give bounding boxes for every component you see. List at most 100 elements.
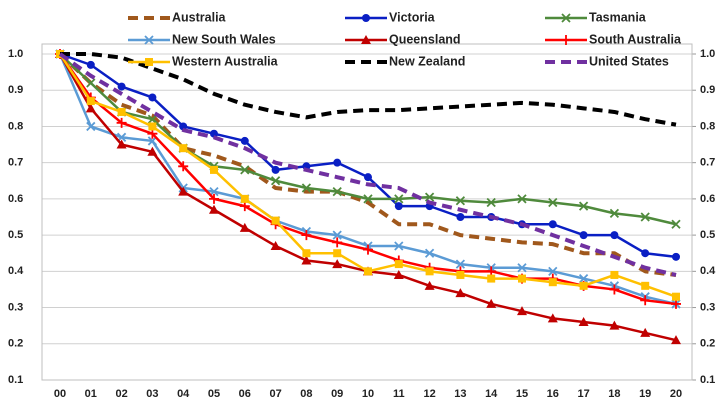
data-point: [640, 212, 650, 222]
legend-label: Tasmania: [589, 10, 647, 24]
x-tick-label: 09: [331, 388, 343, 400]
y-tick-label: 0.6: [8, 193, 23, 205]
data-point: [116, 139, 127, 149]
legend-label: New South Wales: [172, 32, 276, 46]
data-point: [394, 202, 403, 211]
data-point: [610, 231, 619, 240]
y2-tick-label: 0.1: [700, 374, 715, 386]
data-point: [672, 292, 680, 301]
data-point: [455, 259, 466, 269]
data-point: [86, 121, 96, 132]
data-point: [671, 219, 681, 229]
y2-tick-label: 0.4: [700, 265, 716, 277]
x-tick-label: 08: [300, 388, 312, 400]
y2-tick-label: 1.0: [700, 48, 715, 60]
data-point: [240, 136, 249, 145]
data-point: [517, 194, 527, 204]
x-tick-label: 00: [54, 388, 66, 400]
data-point: [394, 194, 404, 204]
legend-label: Western Australia: [172, 54, 279, 68]
data-point: [640, 295, 651, 306]
data-point: [548, 197, 558, 208]
data-point: [424, 248, 435, 258]
y2-tick-label: 0.5: [700, 229, 715, 241]
data-point: [178, 161, 189, 172]
x-tick-label: 20: [670, 388, 682, 400]
data-point: [578, 273, 589, 284]
data-point: [671, 335, 681, 345]
data-point: [86, 97, 95, 106]
data-point: [147, 146, 158, 156]
data-point: [455, 196, 466, 206]
x-tick-label: 03: [146, 388, 158, 400]
data-point: [517, 263, 527, 273]
legend-label: Queensland: [389, 32, 461, 46]
x-tick-label: 01: [85, 388, 97, 400]
y-tick-label: 0.9: [8, 84, 23, 96]
data-point: [672, 252, 680, 261]
x-tick-label: 10: [362, 388, 374, 400]
data-point: [548, 278, 557, 287]
y2-tick-label: 0.3: [700, 301, 715, 313]
data-point: [332, 237, 343, 248]
legend-marker: [561, 13, 571, 23]
y2-tick-label: 0.2: [700, 338, 715, 350]
data-point: [641, 249, 650, 258]
legend-marker: [561, 35, 571, 45]
legend-marker: [145, 58, 153, 66]
x-tick-label: 07: [269, 388, 281, 400]
data-point: [487, 274, 496, 283]
data-point: [425, 267, 434, 276]
data-point: [333, 158, 342, 167]
data-point: [609, 208, 620, 219]
data-point: [332, 230, 342, 240]
y2-tick-label: 0.6: [700, 193, 715, 205]
y-tick-label: 0.3: [8, 301, 23, 313]
data-point: [579, 281, 588, 290]
legend-marker: [361, 35, 371, 44]
y-tick-label: 0.8: [8, 120, 23, 132]
data-point: [456, 213, 465, 221]
data-point: [209, 204, 219, 214]
data-point: [117, 82, 126, 91]
data-point: [610, 270, 619, 279]
legend-label: South Australia: [589, 32, 682, 46]
x-tick-label: 06: [239, 388, 251, 400]
data-point: [301, 183, 312, 193]
data-point: [179, 144, 188, 153]
y-tick-label: 0.7: [8, 157, 23, 169]
data-point: [148, 93, 157, 102]
data-point: [548, 220, 557, 229]
data-point: [209, 193, 219, 204]
data-point: [363, 244, 373, 255]
data-point: [393, 269, 404, 279]
data-point: [424, 192, 435, 202]
data-point: [239, 222, 250, 232]
data-point: [640, 327, 651, 337]
x-tick-label: 04: [177, 388, 190, 400]
y-tick-label: 1.0: [8, 48, 23, 60]
data-point: [517, 306, 527, 316]
series-line: [58, 52, 677, 277]
data-point: [86, 78, 96, 88]
x-tick-label: 17: [577, 388, 589, 400]
y2-tick-label: 0.9: [700, 84, 715, 96]
data-point: [301, 255, 312, 265]
x-tick-label: 18: [608, 388, 620, 400]
data-point: [363, 194, 373, 204]
data-point: [456, 270, 465, 279]
y-tick-label: 0.2: [8, 338, 23, 350]
data-point: [578, 201, 589, 211]
data-point: [271, 165, 280, 174]
legend-marker: [144, 35, 154, 45]
series-line: [58, 52, 677, 277]
legend-label: United States: [589, 54, 669, 68]
x-tick-label: 15: [516, 388, 528, 400]
data-point: [302, 249, 311, 258]
y-tick-label: 0.4: [8, 265, 24, 277]
x-tick-label: 02: [115, 388, 127, 400]
legend-label: New Zealand: [389, 54, 465, 68]
data-point: [364, 267, 372, 276]
data-point: [518, 274, 526, 283]
